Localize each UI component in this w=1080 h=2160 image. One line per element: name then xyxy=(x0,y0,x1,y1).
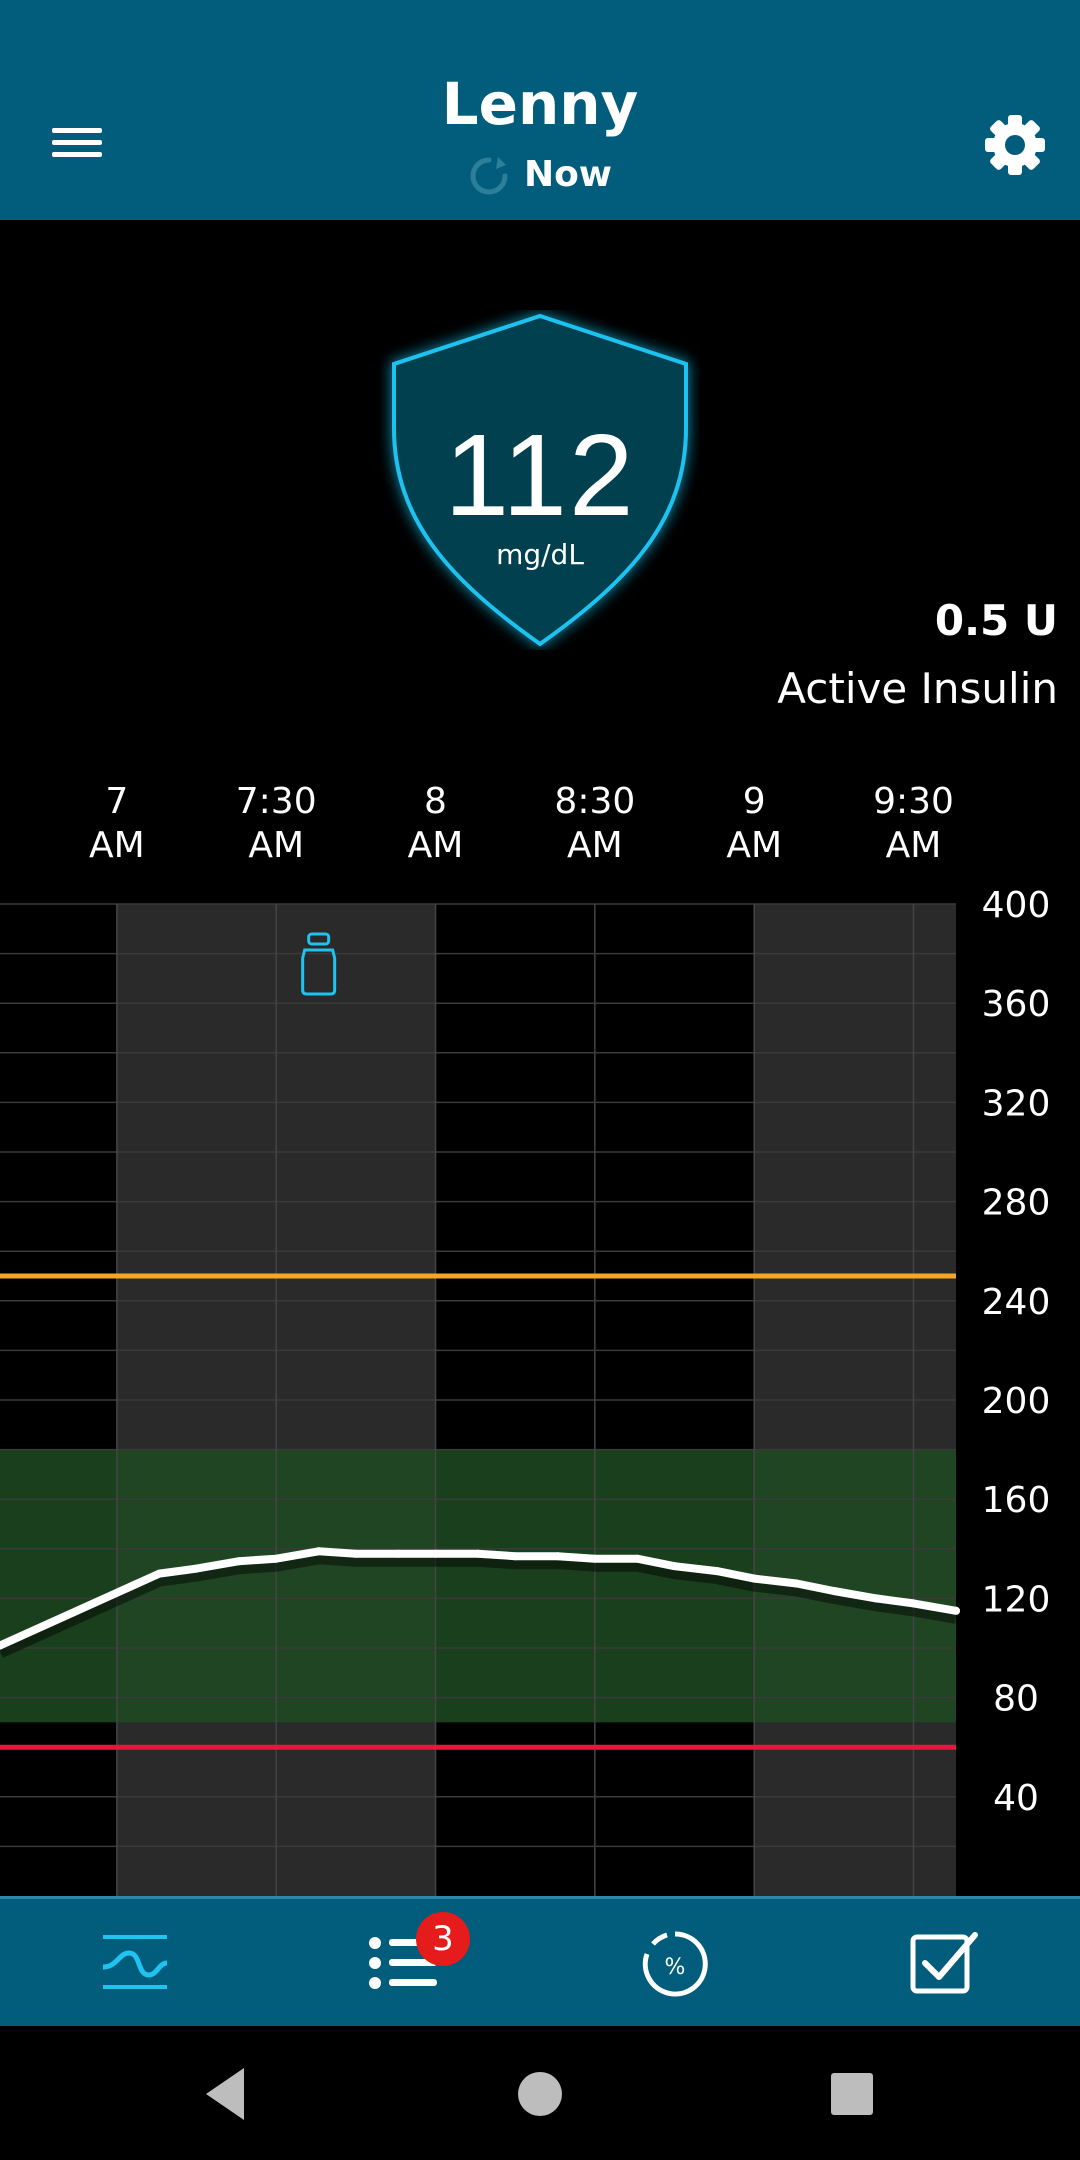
home-icon xyxy=(518,2072,562,2116)
glucose-point xyxy=(590,1554,599,1563)
insulin-vial-icon[interactable] xyxy=(301,932,337,996)
glucose-line xyxy=(0,1547,960,1650)
glucose-shield[interactable] xyxy=(380,310,700,650)
recents-button[interactable] xyxy=(812,2054,892,2134)
glucose-unit: mg/dL xyxy=(496,538,584,571)
nav-history-button[interactable] xyxy=(270,1899,540,2029)
trend-graph-icon xyxy=(102,1935,168,1989)
glucose-point xyxy=(670,1562,679,1571)
x-tick-label: 7:30 AM xyxy=(235,781,317,866)
glucose-point xyxy=(0,1641,4,1650)
glucose-point xyxy=(192,1564,201,1573)
y-tick-label: 40 xyxy=(993,1778,1039,1819)
percent-gauge-icon: % xyxy=(642,1931,708,1997)
glucose-point xyxy=(511,1552,520,1561)
y-tick-label: 400 xyxy=(982,885,1051,926)
glucose-point xyxy=(314,1547,323,1556)
app-header: Lenny Now xyxy=(0,0,1080,220)
nav-checklist-button[interactable] xyxy=(810,1899,1080,2029)
glucose-point xyxy=(872,1594,881,1603)
y-tick-label: 80 xyxy=(993,1679,1039,1720)
x-tick-label: 9:30 AM xyxy=(873,781,954,866)
nav-graph-button[interactable] xyxy=(0,1899,270,2029)
y-tick-label: 360 xyxy=(982,984,1051,1025)
y-tick-label: 240 xyxy=(982,1282,1051,1323)
menu-button[interactable] xyxy=(40,110,114,170)
checkbox-icon xyxy=(910,1932,978,1994)
refresh-icon xyxy=(470,157,508,195)
gear-icon xyxy=(985,115,1045,175)
y-tick-label: 120 xyxy=(982,1579,1051,1620)
glucose-point xyxy=(713,1567,721,1576)
svg-text:%: % xyxy=(665,1955,686,1980)
recents-icon xyxy=(831,2073,873,2115)
x-tick-label: 7 AM xyxy=(89,781,145,866)
glucose-point xyxy=(431,1549,440,1558)
glucose-point xyxy=(829,1586,838,1595)
patient-name: Lenny xyxy=(441,70,639,138)
y-tick-label: 200 xyxy=(982,1381,1051,1422)
glucose-chart[interactable]: 400 360 320 280 240 200 160 120 80 40 xyxy=(0,880,1080,1896)
nav-stats-button[interactable]: % xyxy=(540,1899,810,2029)
glucose-point xyxy=(272,1554,281,1563)
y-tick-label: 320 xyxy=(982,1083,1051,1124)
x-tick-label: 9 AM xyxy=(726,781,783,866)
glucose-point xyxy=(351,1549,360,1558)
active-insulin-label: Active Insulin xyxy=(777,664,1058,713)
notification-badge: 3 xyxy=(416,1912,470,1966)
glucose-line-shadow xyxy=(0,1550,958,1658)
glucose-point xyxy=(474,1549,482,1558)
active-insulin-amount: 0.5 U xyxy=(934,596,1058,645)
menu-icon xyxy=(52,152,102,157)
glucose-point xyxy=(633,1554,642,1563)
home-button[interactable] xyxy=(500,2054,580,2134)
back-button[interactable] xyxy=(186,2054,266,2134)
y-tick-label: 280 xyxy=(982,1183,1051,1224)
glucose-point xyxy=(235,1557,243,1566)
y-tick-label: 160 xyxy=(982,1480,1051,1521)
glucose-point xyxy=(394,1549,403,1558)
x-tick-label: 8:30 AM xyxy=(554,781,636,866)
menu-icon xyxy=(52,128,102,133)
settings-button[interactable] xyxy=(980,110,1050,180)
x-tick-label: 8 AM xyxy=(407,781,464,866)
status-text: Now xyxy=(523,154,613,195)
refresh-status[interactable]: Now xyxy=(0,154,1080,197)
glucose-point xyxy=(952,1606,960,1615)
glucose-point xyxy=(155,1569,164,1578)
glucose-point xyxy=(792,1579,801,1588)
system-nav-bar xyxy=(0,2026,1080,2160)
glucose-point xyxy=(909,1599,918,1608)
glucose-point xyxy=(553,1552,562,1561)
back-icon xyxy=(206,2068,244,2120)
bottom-nav: % xyxy=(0,1896,1080,2026)
glucose-point xyxy=(750,1574,759,1583)
glucose-value: 112 xyxy=(444,410,636,540)
menu-icon xyxy=(52,140,102,145)
